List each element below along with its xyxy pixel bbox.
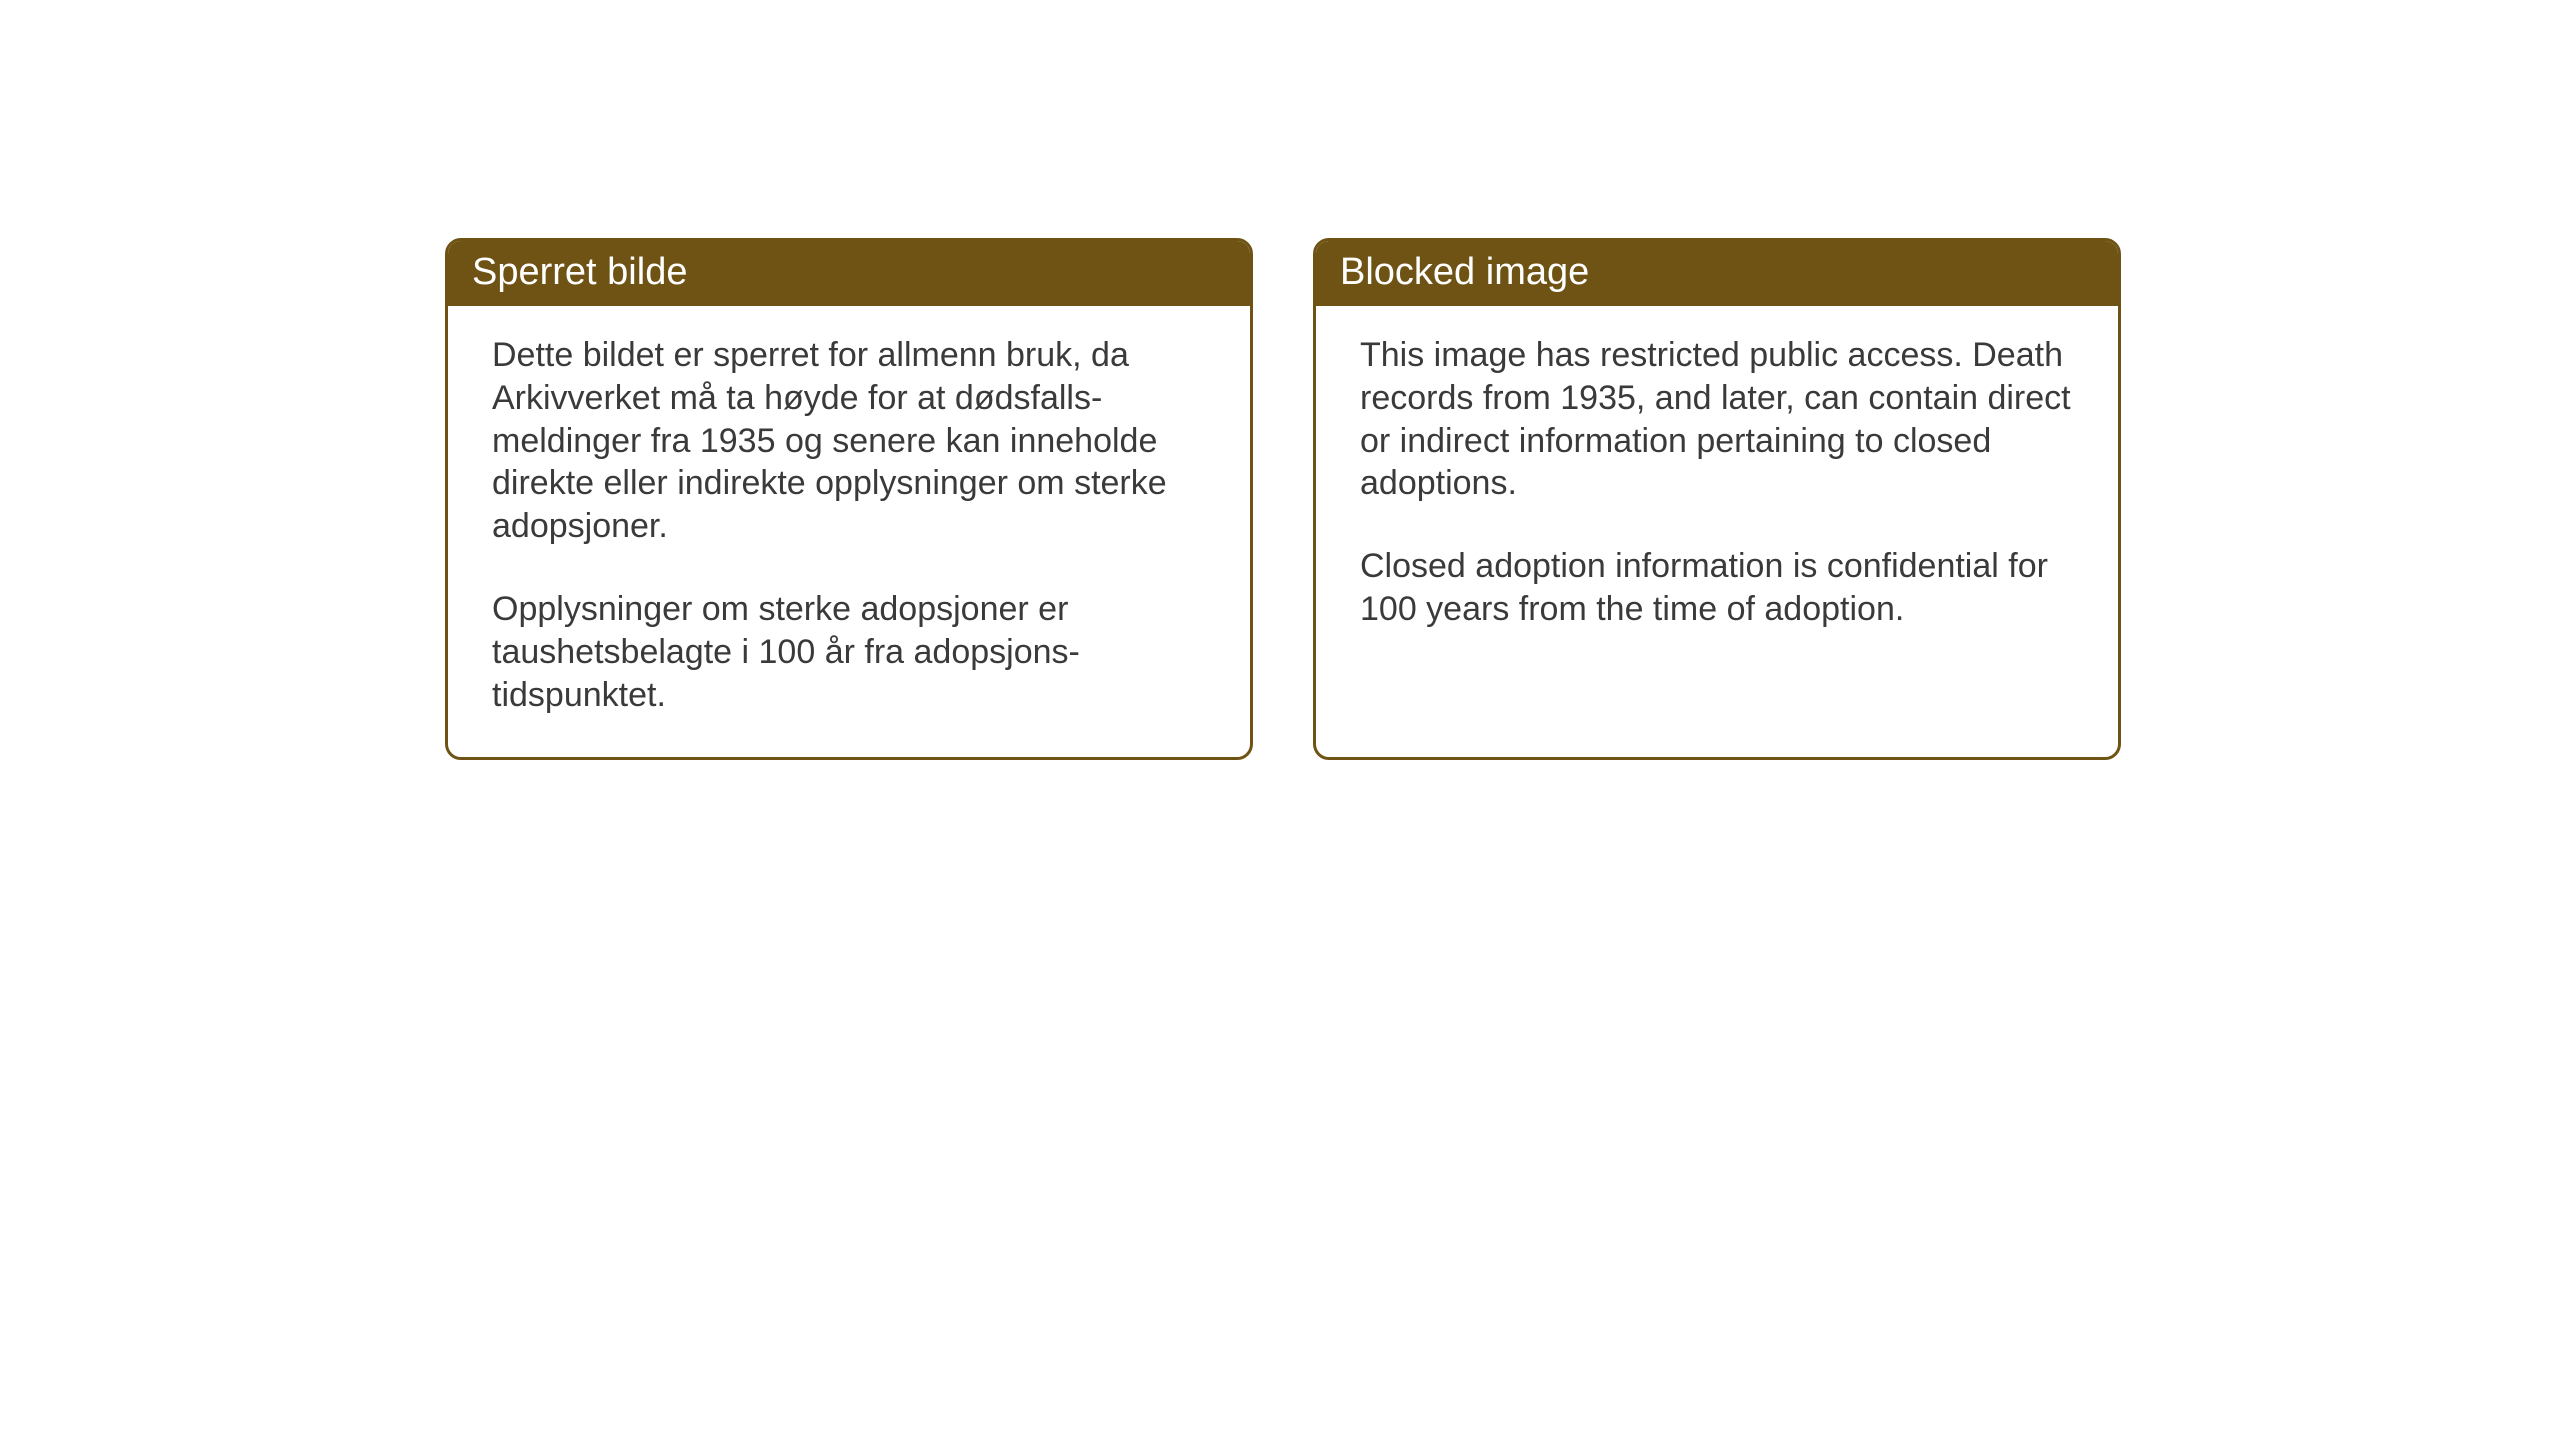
- english-card-title: Blocked image: [1316, 241, 2118, 306]
- norwegian-paragraph-1: Dette bildet er sperret for allmenn bruk…: [492, 334, 1206, 548]
- norwegian-card: Sperret bilde Dette bildet er sperret fo…: [445, 238, 1253, 760]
- norwegian-card-title: Sperret bilde: [448, 241, 1250, 306]
- norwegian-paragraph-2: Opplysninger om sterke adopsjoner er tau…: [492, 588, 1206, 716]
- norwegian-card-body: Dette bildet er sperret for allmenn bruk…: [448, 306, 1250, 757]
- english-card: Blocked image This image has restricted …: [1313, 238, 2121, 760]
- english-paragraph-1: This image has restricted public access.…: [1360, 334, 2074, 505]
- cards-container: Sperret bilde Dette bildet er sperret fo…: [0, 0, 2560, 760]
- english-paragraph-2: Closed adoption information is confident…: [1360, 545, 2074, 631]
- english-card-body: This image has restricted public access.…: [1316, 306, 2118, 671]
